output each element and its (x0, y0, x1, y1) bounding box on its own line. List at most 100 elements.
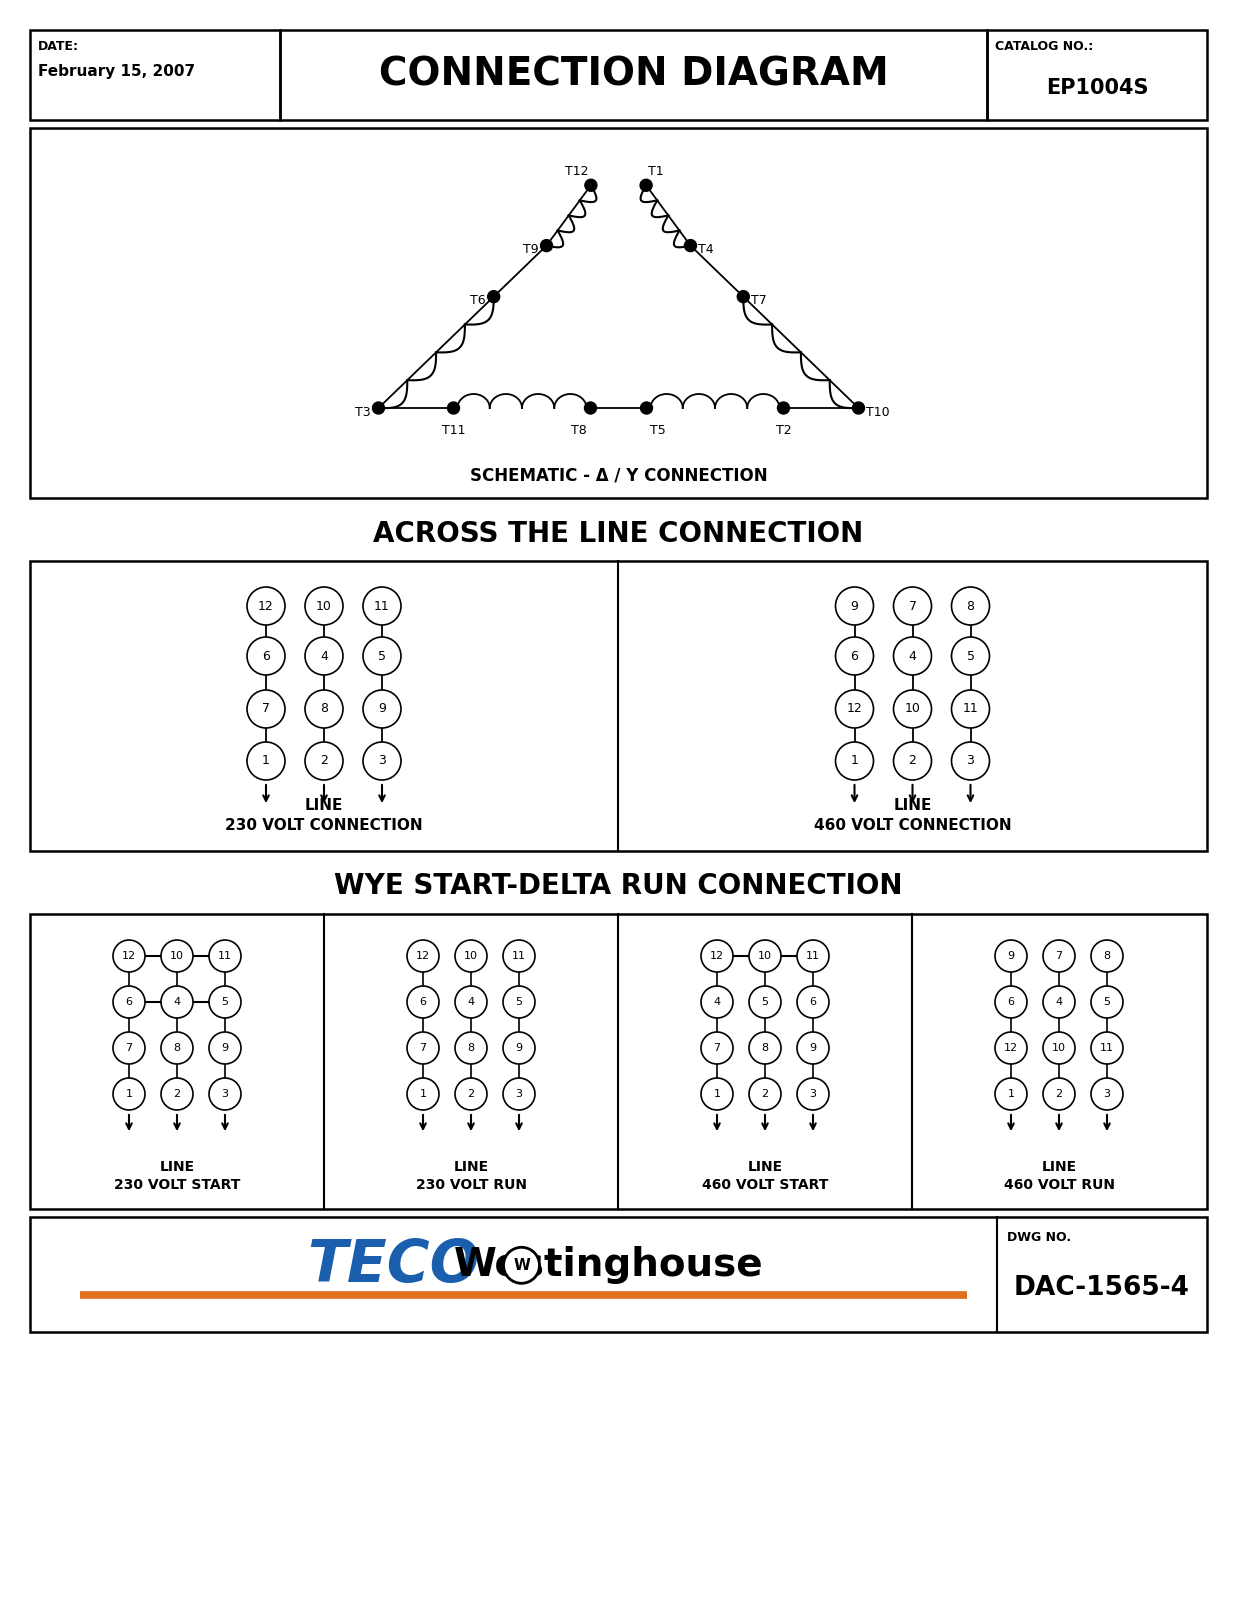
Text: 4: 4 (1055, 997, 1063, 1006)
Text: 10: 10 (1051, 1043, 1066, 1053)
Text: 1: 1 (419, 1090, 427, 1099)
Text: CATALOG NO.:: CATALOG NO.: (995, 40, 1094, 53)
Circle shape (407, 1032, 439, 1064)
Text: 2: 2 (762, 1090, 768, 1099)
Circle shape (113, 939, 145, 971)
Text: 5: 5 (221, 997, 229, 1006)
Text: 3: 3 (516, 1090, 522, 1099)
Circle shape (362, 587, 401, 626)
Circle shape (161, 1078, 193, 1110)
Text: W: W (513, 1258, 529, 1274)
Text: 11: 11 (374, 600, 390, 613)
Text: DWG NO.: DWG NO. (1007, 1230, 1071, 1245)
Text: 8: 8 (468, 1043, 475, 1053)
Text: 230 VOLT START: 230 VOLT START (114, 1178, 240, 1192)
Circle shape (306, 742, 343, 781)
Text: DAC-1565-4: DAC-1565-4 (1014, 1275, 1190, 1301)
Circle shape (113, 1032, 145, 1064)
Text: EP1004S: EP1004S (1045, 78, 1148, 98)
Text: 1: 1 (851, 755, 858, 768)
Text: LINE: LINE (893, 797, 931, 813)
Circle shape (778, 402, 789, 414)
Circle shape (1043, 1078, 1075, 1110)
Text: 460 VOLT START: 460 VOLT START (701, 1178, 829, 1192)
Text: 11: 11 (218, 950, 233, 962)
Text: 12: 12 (122, 950, 136, 962)
Circle shape (503, 1078, 534, 1110)
Text: T5: T5 (651, 424, 667, 437)
Circle shape (247, 587, 285, 626)
Text: 3: 3 (809, 1090, 816, 1099)
Text: 7: 7 (908, 600, 917, 613)
Circle shape (247, 637, 285, 675)
Circle shape (748, 1078, 781, 1110)
Text: 7: 7 (125, 1043, 132, 1053)
Circle shape (407, 986, 439, 1018)
Circle shape (503, 1032, 534, 1064)
Circle shape (306, 690, 343, 728)
Circle shape (797, 1032, 829, 1064)
Circle shape (161, 1032, 193, 1064)
Circle shape (209, 939, 241, 971)
Text: T9: T9 (523, 243, 538, 256)
Circle shape (407, 939, 439, 971)
Circle shape (362, 742, 401, 781)
Circle shape (455, 986, 487, 1018)
Text: 12: 12 (710, 950, 724, 962)
Circle shape (161, 986, 193, 1018)
Text: 6: 6 (125, 997, 132, 1006)
Text: 10: 10 (464, 950, 477, 962)
Text: LINE: LINE (747, 1160, 783, 1174)
Circle shape (362, 637, 401, 675)
Circle shape (541, 240, 553, 251)
Circle shape (209, 1078, 241, 1110)
Text: 7: 7 (262, 702, 270, 715)
Text: T12: T12 (565, 165, 589, 178)
Text: T1: T1 (648, 165, 664, 178)
Text: 6: 6 (1007, 997, 1014, 1006)
Text: 6: 6 (419, 997, 427, 1006)
Text: 9: 9 (1007, 950, 1014, 962)
Circle shape (455, 1032, 487, 1064)
Circle shape (852, 402, 865, 414)
Circle shape (455, 939, 487, 971)
Circle shape (585, 179, 597, 192)
Text: 5: 5 (516, 997, 522, 1006)
Circle shape (893, 637, 931, 675)
Text: 11: 11 (512, 950, 526, 962)
Circle shape (407, 1078, 439, 1110)
Circle shape (209, 1032, 241, 1064)
Circle shape (585, 402, 596, 414)
Circle shape (797, 986, 829, 1018)
Text: 11: 11 (1100, 1043, 1115, 1053)
Text: 6: 6 (809, 997, 816, 1006)
Circle shape (835, 742, 873, 781)
Text: 3: 3 (1103, 1090, 1111, 1099)
Bar (30, 914, 1207, 1210)
Text: 12: 12 (1004, 1043, 1018, 1053)
Bar (987, 30, 1207, 120)
Bar (30, 30, 280, 120)
Circle shape (1043, 939, 1075, 971)
Text: LINE: LINE (304, 797, 343, 813)
Circle shape (748, 986, 781, 1018)
Text: 10: 10 (317, 600, 332, 613)
Circle shape (640, 179, 652, 192)
Circle shape (893, 690, 931, 728)
Text: ACROSS THE LINE CONNECTION: ACROSS THE LINE CONNECTION (374, 520, 863, 547)
Text: WYE START-DELTA RUN CONNECTION: WYE START-DELTA RUN CONNECTION (334, 872, 903, 901)
Text: T8: T8 (570, 424, 586, 437)
Text: 11: 11 (807, 950, 820, 962)
Text: 8: 8 (762, 1043, 768, 1053)
Circle shape (1091, 1032, 1123, 1064)
Text: LINE: LINE (160, 1160, 194, 1174)
Circle shape (701, 1078, 734, 1110)
Text: 6: 6 (851, 650, 858, 662)
Circle shape (995, 1078, 1027, 1110)
Text: 3: 3 (379, 755, 386, 768)
Text: T2: T2 (776, 424, 792, 437)
Text: 2: 2 (1055, 1090, 1063, 1099)
Text: 12: 12 (846, 702, 862, 715)
Text: 2: 2 (173, 1090, 181, 1099)
Circle shape (247, 742, 285, 781)
